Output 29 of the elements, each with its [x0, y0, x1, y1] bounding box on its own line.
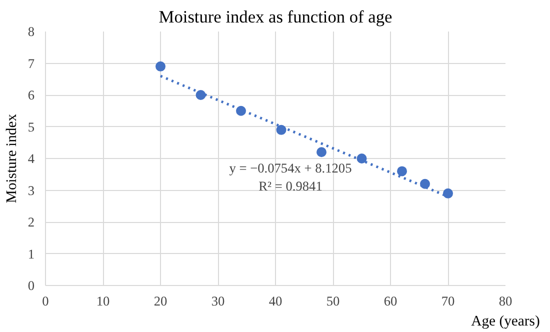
y-tick-label: 6	[28, 88, 35, 102]
y-tick-label: 7	[28, 56, 35, 71]
y-tick-label: 0	[28, 278, 35, 293]
annotation: y = −0.0754x + 8.1205	[229, 160, 352, 176]
x-tick-label: 60	[384, 294, 398, 308]
point	[356, 154, 367, 164]
x-tick-label: 30	[211, 294, 225, 308]
y-tick-label: 3	[28, 182, 35, 198]
chart-title: Moisture index as function of age	[158, 8, 393, 26]
x-tick-label: 40	[268, 294, 282, 308]
y-tick-label: 8	[28, 24, 35, 39]
x-tick-label: 0	[42, 294, 50, 308]
point	[276, 124, 286, 135]
x-tick-label: 10	[96, 294, 110, 308]
y-tick-label: 2	[28, 214, 35, 230]
y-axis-title: Moisture index	[4, 113, 20, 204]
y-tick-label: 4	[28, 151, 35, 166]
x-tick-label: 20	[154, 294, 168, 308]
point	[443, 188, 453, 198]
point	[316, 147, 326, 158]
x-tick-label: 80	[498, 294, 512, 308]
point	[156, 61, 166, 72]
point	[397, 166, 407, 176]
annotation: R² = 0.9841	[258, 178, 322, 194]
y-tick-label: 5	[28, 119, 35, 134]
x-tick-label: 50	[326, 294, 340, 308]
x-axis-title: Age (years)	[471, 314, 540, 330]
x-tick-label: 70	[441, 294, 455, 308]
y-tick-label: 1	[28, 246, 35, 262]
